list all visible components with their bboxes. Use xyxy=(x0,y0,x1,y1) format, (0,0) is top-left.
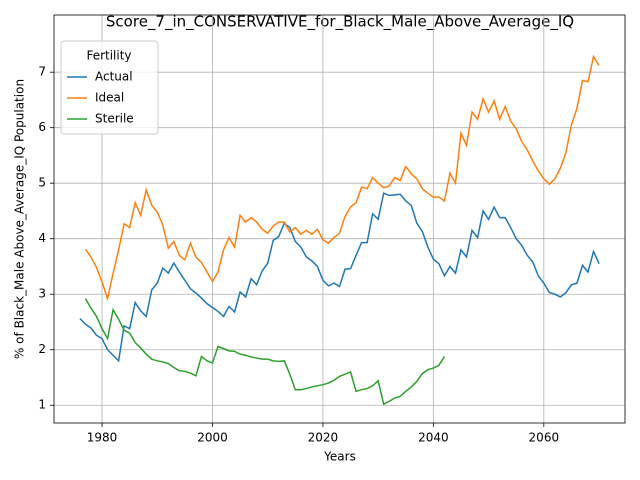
legend: Fertility Actual Ideal Sterile xyxy=(60,40,159,135)
x-tick-label: 2000 xyxy=(197,431,228,445)
legend-title: Fertility xyxy=(86,49,131,63)
legend-label: Actual xyxy=(95,70,133,84)
plot-frame xyxy=(53,14,626,424)
legend-label: Ideal xyxy=(95,91,124,105)
data-line xyxy=(79,192,600,363)
chart-title: Score_7_in_CONSERVATIVE_for_Black_Male_A… xyxy=(106,13,574,32)
data-line xyxy=(84,298,446,406)
y-tick-label: 6 xyxy=(38,120,46,134)
x-tick-label: 2040 xyxy=(418,431,449,445)
y-tick-label: 3 xyxy=(38,287,46,301)
legend-box xyxy=(60,40,159,135)
y-axis-label: % of Black_Male Above_Average_IQ Populat… xyxy=(13,79,27,359)
y-tick-label: 7 xyxy=(38,65,46,79)
y-tick-label: 5 xyxy=(38,176,46,190)
y-tick-label: 2 xyxy=(38,342,46,356)
data-line xyxy=(84,54,600,302)
y-tick-label: 1 xyxy=(38,398,46,412)
x-tick-label: 2020 xyxy=(308,431,339,445)
x-tick-label: 2060 xyxy=(529,431,560,445)
y-tick-label: 4 xyxy=(38,231,46,245)
legend-label: Sterile xyxy=(95,112,134,126)
x-tick-label: 1980 xyxy=(87,431,118,445)
x-axis-label: Years xyxy=(323,450,356,464)
